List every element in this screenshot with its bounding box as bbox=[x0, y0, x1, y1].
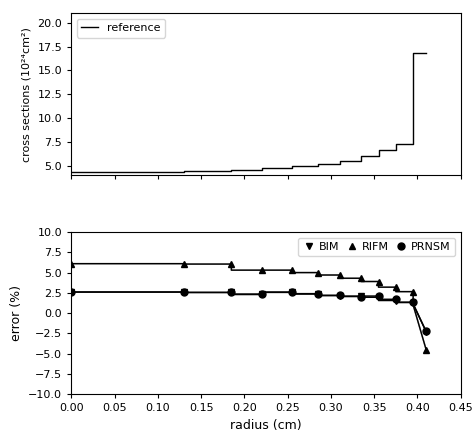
BIM bbox=[337, 293, 342, 298]
reference bbox=[410, 50, 416, 56]
reference bbox=[68, 170, 74, 175]
RIFM bbox=[68, 261, 74, 266]
reference bbox=[315, 161, 321, 166]
RIFM bbox=[228, 261, 234, 267]
reference bbox=[228, 168, 234, 173]
Line: reference: reference bbox=[71, 53, 426, 172]
reference bbox=[259, 167, 265, 173]
reference bbox=[289, 163, 295, 168]
X-axis label: radius (cm): radius (cm) bbox=[230, 419, 302, 432]
Legend: BIM, RIFM, PRNSM: BIM, RIFM, PRNSM bbox=[298, 237, 455, 257]
Y-axis label: cross sections (10²⁴cm²): cross sections (10²⁴cm²) bbox=[22, 27, 32, 162]
BIM bbox=[68, 290, 74, 295]
PRNSM bbox=[423, 329, 429, 334]
reference bbox=[358, 154, 364, 159]
PRNSM bbox=[315, 291, 321, 296]
RIFM bbox=[315, 270, 321, 275]
BIM bbox=[423, 329, 429, 334]
reference bbox=[181, 168, 187, 173]
reference bbox=[289, 166, 295, 171]
RIFM bbox=[337, 272, 342, 278]
reference bbox=[337, 158, 342, 163]
PRNSM bbox=[181, 290, 187, 295]
BIM bbox=[410, 300, 416, 305]
Legend: reference: reference bbox=[77, 19, 165, 38]
Y-axis label: error (%): error (%) bbox=[10, 285, 23, 341]
RIFM bbox=[410, 289, 416, 294]
RIFM bbox=[358, 276, 364, 281]
reference bbox=[259, 166, 265, 171]
PRNSM bbox=[376, 293, 381, 299]
PRNSM bbox=[410, 300, 416, 305]
BIM bbox=[289, 290, 295, 295]
BIM bbox=[315, 291, 321, 297]
PRNSM bbox=[358, 294, 364, 299]
reference bbox=[181, 170, 187, 175]
reference bbox=[376, 154, 381, 159]
PRNSM bbox=[393, 297, 399, 302]
BIM bbox=[393, 298, 399, 303]
PRNSM bbox=[228, 290, 234, 295]
Line: RIFM: RIFM bbox=[68, 260, 429, 353]
RIFM bbox=[289, 268, 295, 273]
PRNSM bbox=[259, 292, 265, 297]
BIM bbox=[358, 293, 364, 299]
reference bbox=[376, 148, 381, 153]
BIM bbox=[376, 295, 381, 300]
RIFM bbox=[393, 285, 399, 290]
RIFM bbox=[423, 347, 429, 352]
reference bbox=[228, 167, 234, 173]
PRNSM bbox=[289, 290, 295, 295]
reference bbox=[315, 163, 321, 168]
Line: PRNSM: PRNSM bbox=[68, 289, 429, 335]
reference bbox=[358, 158, 364, 163]
PRNSM bbox=[68, 290, 74, 295]
PRNSM bbox=[337, 293, 342, 298]
reference bbox=[423, 50, 429, 56]
RIFM bbox=[259, 268, 265, 273]
RIFM bbox=[181, 261, 187, 266]
reference bbox=[393, 148, 399, 153]
BIM bbox=[259, 291, 265, 297]
BIM bbox=[181, 290, 187, 295]
RIFM bbox=[376, 279, 381, 284]
reference bbox=[393, 141, 399, 146]
Line: BIM: BIM bbox=[68, 289, 429, 335]
reference bbox=[337, 161, 342, 166]
BIM bbox=[228, 290, 234, 295]
reference bbox=[410, 141, 416, 146]
